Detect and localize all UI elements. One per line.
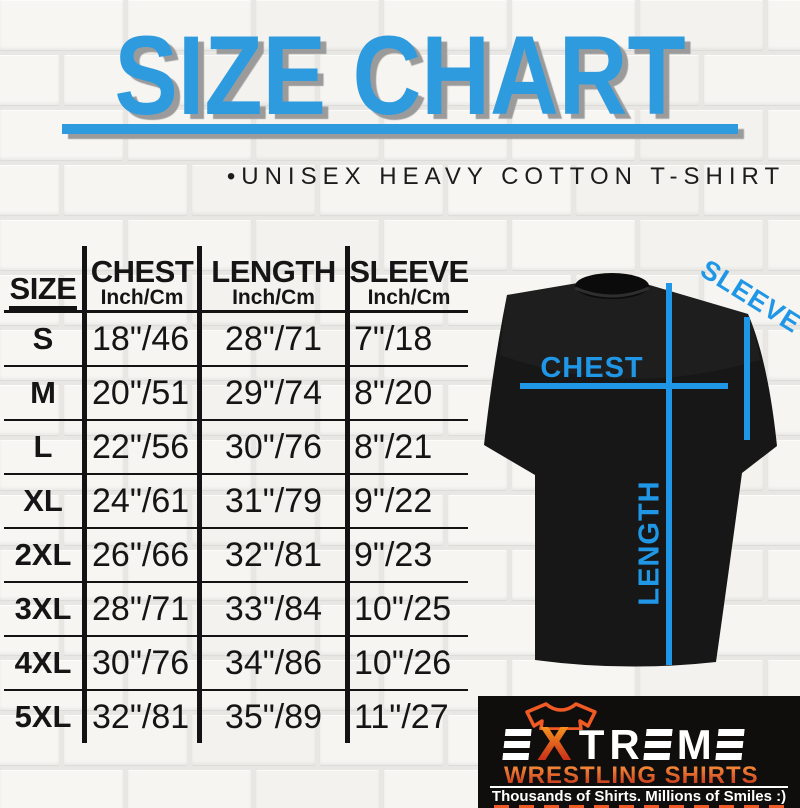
header-length: LENGTH Inch/Cm (197, 246, 345, 310)
brand-letter-m: M (676, 721, 712, 768)
brand-logo-box: X T R M WRESTLING SHIRTS Thousands of Sh… (478, 696, 800, 808)
header-sleeve: SLEEVE Inch/Cm (345, 246, 469, 310)
length-unit: Inch/Cm (232, 285, 315, 309)
page-title: SIZE CHART (114, 13, 686, 138)
brand-tagline: Thousands of Shirts. Millions of Smiles … (491, 788, 787, 805)
length-label: LENGTH (634, 480, 666, 605)
table-row: 4XL 30"/76 34"/86 10"/26 (4, 637, 468, 691)
product-subtitle: •UNISEX HEAVY COTTON T-SHIRT (226, 163, 786, 190)
brand-line2: WRESTLING SHIRTS (504, 762, 759, 789)
logo-divider (490, 786, 788, 788)
brand-letter-x: X (537, 714, 572, 772)
size-chart-table: SIZE CHEST Inch/Cm LENGTH Inch/Cm SLEEVE… (4, 246, 469, 743)
tshirt-silhouette (484, 276, 777, 667)
header-chest: CHEST Inch/Cm (82, 246, 197, 310)
brand-letter-r: R (609, 721, 639, 768)
table-row: M 20"/51 29"/74 8"/20 (4, 367, 468, 421)
table-row: 3XL 28"/71 33"/84 10"/25 (4, 583, 468, 637)
title-underline-bar (62, 124, 738, 134)
table-row: 2XL 26"/66 32"/81 9"/23 (4, 529, 468, 583)
stylized-e-glyph (643, 729, 673, 760)
table-row: L 22"/56 30"/76 8"/21 (4, 421, 468, 475)
brand-letter-t: T (578, 721, 605, 768)
chest-label: CHEST (540, 352, 643, 384)
chest-unit: Inch/Cm (100, 285, 184, 309)
table-row: 5XL 32"/81 35"/89 11"/27 (4, 691, 468, 743)
stylized-e-glyph (502, 729, 532, 760)
stylized-e-glyph (715, 729, 745, 760)
tshirt-measurement-diagram: CHEST LENGTH SLEEVE (484, 254, 800, 667)
table-row: XL 24"/61 31"/79 9"/22 (4, 475, 468, 529)
table-header-row: SIZE CHEST Inch/Cm LENGTH Inch/Cm SLEEVE… (4, 246, 469, 313)
t-shirt-icon (525, 702, 597, 730)
shirt-shading (500, 276, 760, 379)
collar-seam (574, 286, 650, 298)
header-size: SIZE (4, 246, 82, 310)
brand-word: X T R M (502, 714, 745, 772)
table-row: S 18"/46 28"/71 7"/18 (4, 313, 468, 367)
sleeve-unit: Inch/Cm (367, 285, 451, 309)
cropped-text-hint (494, 805, 792, 808)
